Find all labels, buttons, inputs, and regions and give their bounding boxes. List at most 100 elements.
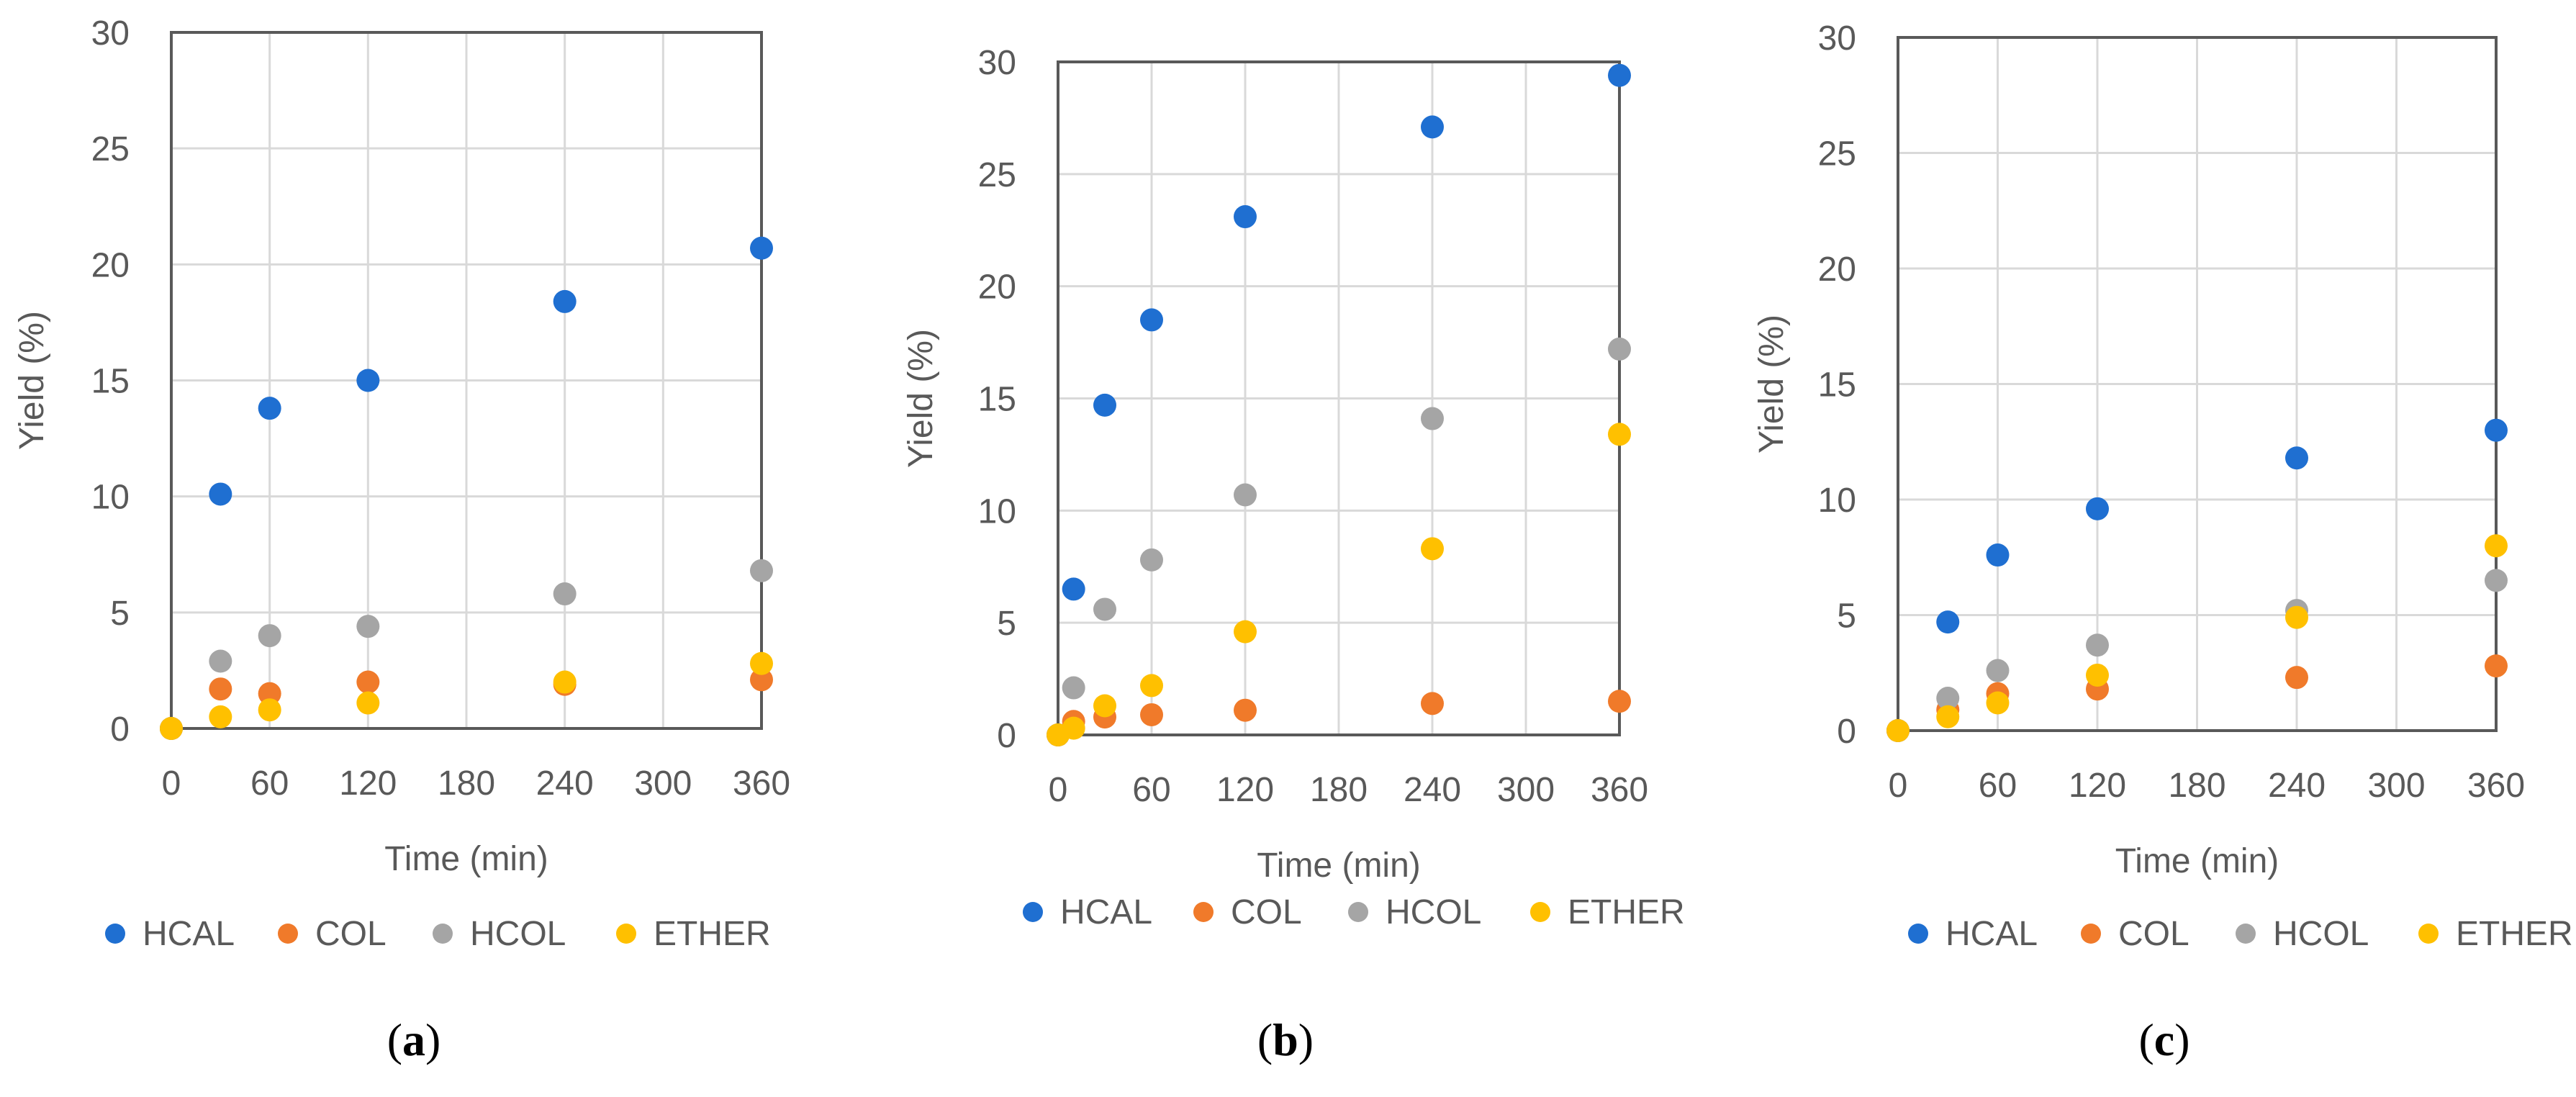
y-axis-title: Yield (%): [13, 311, 51, 450]
legend-label-col: COL: [1231, 893, 1302, 931]
x-tick-label: 120: [2069, 767, 2126, 805]
panel-caption: (c): [2138, 1014, 2189, 1065]
x-tick-label: 300: [634, 764, 692, 803]
data-point-hcol: [258, 624, 281, 648]
data-point-col: [750, 668, 773, 692]
data-point-col: [1608, 690, 1631, 713]
legend-label-hcol: HCOL: [1386, 893, 1481, 931]
data-point-col: [2485, 654, 2508, 678]
data-point-col: [1234, 698, 1257, 722]
y-tick-label: 30: [978, 44, 1016, 82]
data-point-col: [356, 670, 380, 694]
data-point-hcol: [553, 582, 577, 606]
legend-marker-ether: [616, 924, 636, 944]
caption-letter: b: [1273, 1014, 1298, 1065]
x-tick-label: 60: [1132, 771, 1170, 809]
data-point-hcol: [1140, 548, 1163, 572]
data-point-ether: [1234, 620, 1257, 644]
data-point-hcal: [1608, 63, 1631, 87]
legend-marker-hcal: [1908, 924, 1928, 944]
y-tick-label: 25: [91, 130, 130, 168]
legend-label-hcal: HCAL: [1060, 893, 1152, 931]
data-point-hcal: [2485, 418, 2508, 442]
legend-marker-hcal: [1023, 902, 1043, 922]
x-tick-label: 180: [438, 764, 495, 803]
data-point-hcal: [1140, 308, 1163, 332]
data-point-hcal: [1936, 610, 1960, 634]
x-tick-label: 300: [2367, 767, 2425, 805]
x-tick-label: 0: [1049, 771, 1068, 809]
legend-label-hcal: HCAL: [143, 915, 235, 953]
legend-label-col: COL: [2118, 915, 2189, 953]
data-point-ether: [258, 698, 281, 722]
y-tick-label: 5: [1837, 597, 1856, 636]
data-point-hcal: [356, 369, 380, 392]
y-tick-label: 15: [978, 381, 1016, 419]
legend-label-ether: ETHER: [654, 915, 771, 953]
data-point-hcol: [1986, 659, 2010, 682]
y-tick-label: 20: [91, 246, 130, 284]
y-tick-label: 10: [978, 492, 1016, 531]
caption-open-paren: (: [1257, 1014, 1273, 1065]
y-tick-label: 20: [978, 268, 1016, 307]
data-point-ether: [2285, 605, 2308, 629]
x-tick-label: 360: [1591, 771, 1648, 809]
chart-panel-a: 0 60 120 180 240 300 360 0 5 10 15 20 25 30 Time (min)…: [13, 14, 790, 1065]
x-tick-label: 0: [162, 764, 181, 803]
y-tick-label: 15: [1818, 366, 1856, 405]
data-point-col: [258, 682, 281, 705]
data-point-ether: [1986, 691, 2010, 715]
x-tick-label: 60: [250, 764, 289, 803]
legend-marker-hcal: [105, 924, 125, 944]
legend-marker-hcol: [2236, 924, 2256, 944]
chart-panel-b: 0 60 120 180 240 300 360 0 5 10 15 20 25 30 Time (min)…: [902, 44, 1685, 1065]
data-point-col: [1140, 703, 1163, 726]
x-tick-label: 60: [1979, 767, 2017, 805]
x-tick-label: 300: [1497, 771, 1555, 809]
caption-letter: c: [2154, 1014, 2174, 1065]
data-point-ether: [1936, 705, 1960, 728]
y-axis-title: Yield (%): [902, 329, 940, 468]
data-point-hcal: [553, 289, 577, 313]
data-point-ether: [750, 651, 773, 675]
y-tick-label: 30: [1818, 19, 1856, 58]
legend-marker-ether: [1530, 902, 1550, 922]
legend-label-hcol: HCOL: [2273, 915, 2369, 953]
data-point-hcol: [2086, 633, 2109, 657]
legend-marker-col: [2081, 924, 2101, 944]
data-point-ether: [2485, 534, 2508, 558]
data-point-col: [209, 677, 232, 701]
data-point-hcal: [209, 482, 232, 506]
data-point-hcol: [356, 615, 380, 638]
plot-frame: [1897, 36, 2498, 732]
data-point-hcol: [1608, 337, 1631, 361]
data-point-ether: [2086, 663, 2109, 687]
data-point-hcal: [2086, 497, 2109, 520]
data-point-hcal: [1234, 205, 1257, 229]
y-tick-label: 20: [1818, 250, 1856, 289]
y-tick-label: 10: [1818, 482, 1856, 520]
data-point-ether: [1608, 423, 1631, 446]
data-point-ether: [1062, 716, 1085, 740]
plot-frame: [170, 31, 763, 730]
legend-marker-hcol: [1348, 902, 1368, 922]
y-tick-label: 25: [978, 156, 1016, 194]
data-point-ether: [553, 670, 577, 694]
chart-panel-c: 0 60 120 180 240 300 360 0 5 10 15 20 25 30 Time (min)…: [1753, 19, 2573, 1065]
legend-marker-col: [1193, 902, 1214, 922]
data-point-ether: [1093, 694, 1116, 718]
panel-caption: (b): [1257, 1014, 1314, 1065]
y-tick-label: 5: [110, 595, 130, 633]
y-tick-label: 0: [997, 717, 1016, 755]
legend-label-hcol: HCOL: [470, 915, 566, 953]
data-point-hcol: [750, 559, 773, 582]
legend-label-col: COL: [315, 915, 387, 953]
x-tick-label: 240: [2268, 767, 2326, 805]
data-point-hcol: [2485, 569, 2508, 592]
data-point-hcal: [750, 236, 773, 260]
data-point-hcol: [1093, 597, 1116, 621]
plot-frame: [1057, 60, 1621, 736]
x-tick-label: 180: [1310, 771, 1368, 809]
data-point-col: [1421, 692, 1444, 715]
